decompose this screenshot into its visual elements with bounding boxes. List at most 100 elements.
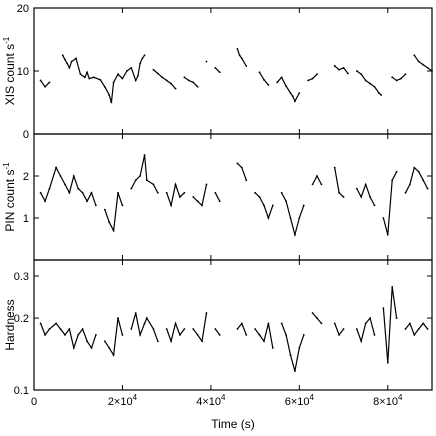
data-point	[267, 217, 270, 219]
data-point	[90, 347, 93, 349]
data-point	[289, 92, 292, 94]
data-point	[86, 71, 88, 74]
data-point	[139, 62, 142, 65]
data-point	[355, 70, 358, 72]
data-point	[298, 92, 301, 94]
data-point	[68, 328, 71, 330]
data-point	[139, 175, 142, 177]
data-point	[291, 95, 294, 98]
x-tick-label-sup: 4	[398, 393, 403, 402]
data-point	[285, 334, 287, 336]
data-point	[395, 79, 398, 82]
data-point	[373, 85, 376, 88]
data-point	[386, 361, 389, 364]
data-point	[218, 71, 221, 74]
data-point	[79, 73, 82, 76]
data-point	[417, 170, 420, 173]
y-axis-label-bottom: Hardness	[3, 299, 17, 350]
data-point	[108, 221, 111, 224]
panel-top: 0 10 20 XIS count s-1	[2, 3, 433, 141]
x-tick-label-sup: 4	[133, 393, 138, 402]
data-point	[192, 196, 195, 198]
data-point	[141, 57, 144, 60]
data-point	[364, 183, 367, 186]
data-point	[205, 312, 208, 314]
data-point	[236, 48, 239, 50]
data-point	[369, 82, 371, 85]
data-point	[152, 328, 155, 330]
data-point	[165, 191, 168, 194]
data-point	[72, 347, 75, 349]
x-tick-label: 2×104	[108, 393, 138, 408]
data-point	[263, 78, 265, 81]
data-point	[92, 76, 95, 79]
data-point	[121, 334, 124, 336]
data-point	[187, 79, 190, 82]
x-tick-label-text: 4×10	[196, 396, 221, 408]
data-point	[311, 183, 314, 186]
data-point	[285, 200, 287, 203]
data-point	[289, 354, 292, 356]
series-line-top	[40, 48, 433, 103]
data-point	[77, 334, 80, 336]
y-tick-label: 0.3	[14, 271, 29, 283]
data-point	[413, 54, 416, 57]
data-point	[236, 328, 239, 330]
data-point	[134, 179, 137, 182]
data-point	[103, 340, 106, 343]
y-axis-label-middle: PIN count s-1	[2, 162, 17, 232]
data-point	[238, 54, 241, 57]
data-point	[95, 334, 97, 336]
data-point	[386, 233, 389, 236]
data-point	[380, 94, 383, 96]
data-point	[294, 100, 296, 103]
data-point	[61, 54, 64, 57]
data-point	[218, 200, 221, 203]
data-point	[289, 217, 292, 219]
data-point	[254, 191, 257, 194]
data-point	[143, 154, 146, 156]
data-point	[422, 179, 425, 182]
data-point	[68, 191, 71, 194]
data-point	[48, 81, 51, 84]
data-point	[382, 307, 385, 310]
data-point	[245, 65, 248, 67]
data-point	[333, 166, 336, 169]
data-point	[413, 166, 416, 169]
data-point	[342, 196, 345, 198]
data-point	[347, 72, 349, 75]
data-point	[90, 191, 93, 194]
data-point	[196, 334, 199, 336]
data-point	[311, 77, 314, 80]
data-point	[130, 328, 133, 330]
data-point	[214, 328, 217, 330]
x-tick-label-sup: 4	[221, 393, 226, 402]
data-point	[316, 175, 318, 177]
data-point	[108, 347, 111, 349]
data-point	[179, 334, 181, 336]
data-point	[258, 71, 261, 74]
data-point	[130, 66, 133, 69]
data-point	[316, 73, 318, 76]
series-line-bottom	[40, 286, 429, 372]
y-axis-label-text: Hardness	[3, 299, 17, 350]
data-point	[302, 204, 305, 207]
data-point	[285, 85, 287, 88]
data-point	[280, 322, 283, 325]
panel-middle: 1 2 PIN count s-1	[2, 133, 433, 261]
data-point	[422, 63, 425, 66]
data-point	[263, 340, 265, 343]
data-point	[39, 79, 42, 82]
data-point	[338, 68, 341, 71]
data-point	[125, 70, 128, 72]
data-point	[179, 196, 181, 198]
y-tick-label: 20	[17, 3, 29, 15]
data-point	[280, 76, 283, 79]
data-point	[271, 204, 274, 207]
data-point	[201, 340, 203, 343]
x-tick-label: 6×104	[285, 393, 315, 408]
data-point	[174, 183, 177, 186]
data-point	[64, 58, 66, 61]
data-point	[174, 322, 177, 325]
data-point	[276, 81, 279, 84]
